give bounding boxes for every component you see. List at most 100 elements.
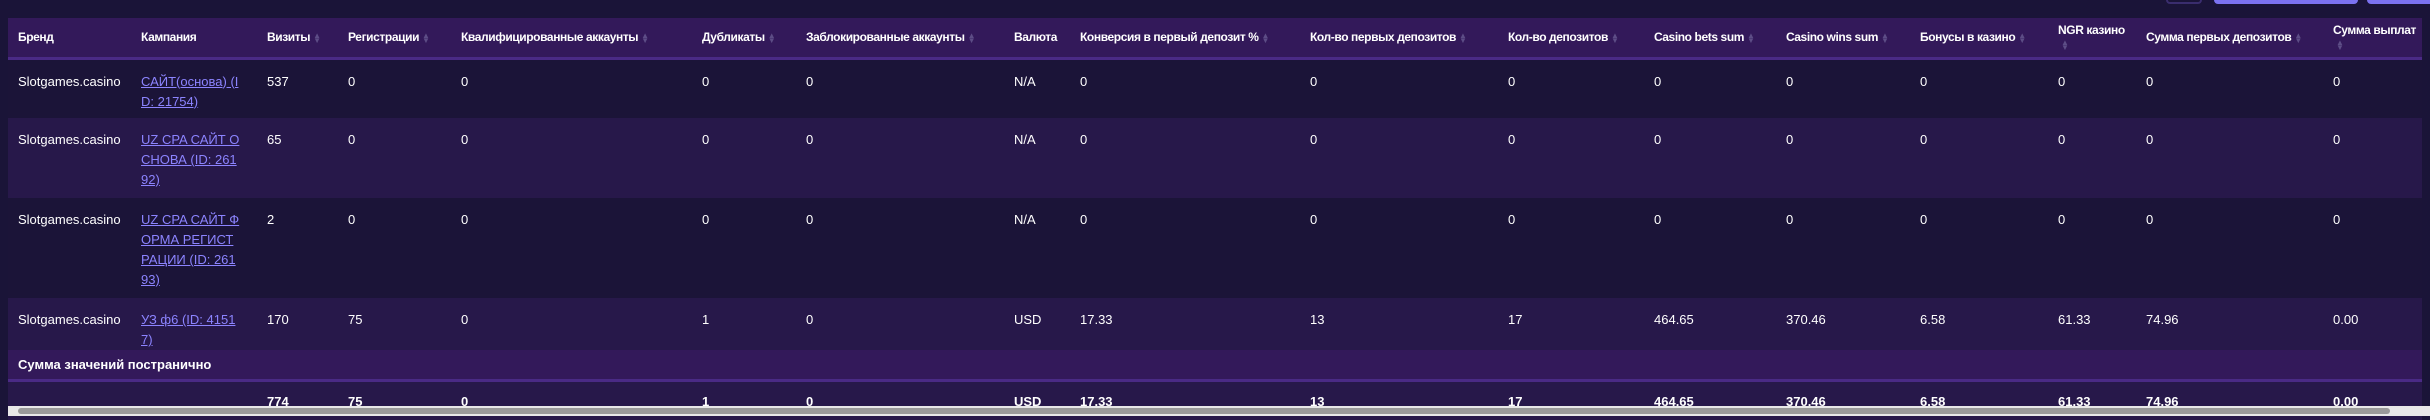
column-header[interactable]: Casino wins sum ▲ ▼: [1776, 18, 1910, 60]
column-header[interactable]: Сумма первых депозитов ▲ ▼: [2136, 18, 2323, 60]
scrollbar-thumb[interactable]: [18, 408, 2390, 414]
column-header[interactable]: Визиты ▲ ▼: [257, 18, 338, 60]
sort-icon[interactable]: ▲ ▼: [1881, 31, 1889, 46]
table-cell: USD: [1004, 298, 1070, 350]
table-cell: 17.33: [1070, 298, 1300, 350]
horizontal-scrollbar[interactable]: [8, 406, 2430, 416]
column-header[interactable]: Конверсия в первый депозит % ▲ ▼: [1070, 18, 1300, 60]
table-cell: 65: [257, 118, 338, 198]
sort-icon[interactable]: ▲ ▼: [422, 31, 430, 46]
campaign-link[interactable]: UZ CPA САЙТ ОСНОВА (ID: 26192): [141, 132, 240, 187]
table-cell: САЙТ(основа) (ID: 21754): [131, 58, 257, 118]
table-cell: 0: [451, 118, 692, 198]
table-cell: 370.46: [1776, 298, 1910, 350]
sort-icon[interactable]: ▲ ▼: [1610, 31, 1619, 46]
summary-label-row: Сумма значений постранично: [8, 350, 2422, 382]
toolbar-button[interactable]: [2166, 0, 2202, 4]
table-cell: 0: [1644, 198, 1776, 298]
table-cell: 0: [338, 118, 451, 198]
column-label: Кампания: [141, 30, 197, 45]
table-cell: N/A: [1004, 198, 1070, 298]
table-cell: 61.33: [2048, 298, 2136, 350]
table-cell: 0: [1910, 118, 2048, 198]
campaign-link[interactable]: UZ CPA САЙТ ФОРМА РЕГИСТРАЦИИ (ID: 26193…: [141, 212, 240, 287]
column-label: Дубликаты: [702, 30, 765, 45]
table-cell: Slotgames.casino: [8, 298, 131, 350]
column-header[interactable]: Бонусы в казино ▲ ▼: [1910, 18, 2048, 60]
table-cell: Slotgames.casino: [8, 198, 131, 298]
table-cell: 0: [796, 118, 1004, 198]
column-label: Квалифицированные аккаунты: [461, 30, 639, 45]
sort-icon[interactable]: ▲ ▼: [1747, 31, 1755, 46]
table-cell: N/A: [1004, 58, 1070, 118]
column-header: Валюта: [1004, 18, 1070, 60]
table-cell: UZ CPA САЙТ ОСНОВА (ID: 26192): [131, 118, 257, 198]
campaign-link[interactable]: САЙТ(основа) (ID: 21754): [141, 73, 239, 109]
table-cell: 0: [1070, 198, 1300, 298]
table-cell: 0: [1776, 198, 1910, 298]
sort-icon[interactable]: ▲ ▼: [2336, 38, 2344, 53]
toolbar: [0, 0, 2430, 4]
column-label: Кол-во депозитов: [1508, 30, 1608, 45]
column-header[interactable]: Сумма выплат▲ ▼: [2323, 18, 2422, 60]
table-row: Slotgames.casino UZ CPA САЙТ ОСНОВА (ID: …: [8, 118, 2422, 198]
campaign-link[interactable]: УЗ ф6 (ID: 41517): [141, 312, 236, 347]
report-table: Бренд Кампания Визиты ▲ ▼ Регистрации ▲ ▼ Квалиф…: [8, 18, 2422, 420]
column-label: Сумма выплат: [2333, 23, 2417, 38]
sort-icon[interactable]: ▲ ▼: [1459, 31, 1467, 46]
table-cell: 0: [451, 298, 692, 350]
column-header: Кампания: [131, 18, 257, 60]
table-cell: 75: [338, 298, 451, 350]
column-label: Кол-во первых депозитов: [1310, 30, 1457, 45]
table-cell: 6.58: [1910, 298, 2048, 350]
toolbar-primary-button[interactable]: [2214, 0, 2358, 4]
table-cell: Slotgames.casino: [8, 118, 131, 198]
column-header: Бренд: [8, 18, 131, 60]
table-cell: 0: [1910, 198, 2048, 298]
table-cell: 74.96: [2136, 298, 2323, 350]
table-cell: UZ CPA САЙТ ФОРМА РЕГИСТРАЦИИ (ID: 26193…: [131, 198, 257, 298]
sort-icon[interactable]: ▲ ▼: [2294, 31, 2303, 46]
table-row: Slotgames.casino САЙТ(основа) (ID: 21754)…: [8, 58, 2422, 118]
table-cell: 0: [1910, 58, 2048, 118]
toolbar-secondary-button[interactable]: [2367, 0, 2430, 4]
column-label: Casino bets sum: [1654, 30, 1745, 45]
table-cell: 0: [1644, 118, 1776, 198]
table-cell: 0: [2323, 58, 2422, 118]
table-cell: 0: [1776, 118, 1910, 198]
table-cell: 1: [692, 298, 796, 350]
table-cell: 0: [2323, 198, 2422, 298]
sort-icon[interactable]: ▲ ▼: [641, 31, 650, 46]
sort-icon[interactable]: ▲ ▼: [313, 31, 322, 46]
table-cell: 0.00: [2323, 298, 2422, 350]
table-cell: 537: [257, 58, 338, 118]
sort-icon[interactable]: ▲ ▼: [967, 31, 976, 46]
column-header[interactable]: Квалифицированные аккаунты ▲ ▼: [451, 18, 692, 60]
table-cell: 17: [1498, 298, 1644, 350]
table-cell: 0: [2136, 198, 2323, 298]
column-header[interactable]: Заблокированные аккаунты ▲ ▼: [796, 18, 1004, 60]
column-header[interactable]: Кол-во первых депозитов ▲ ▼: [1300, 18, 1498, 60]
table-cell: N/A: [1004, 118, 1070, 198]
column-header[interactable]: NGR казино▲ ▼: [2048, 18, 2136, 60]
column-header[interactable]: Casino bets sum ▲ ▼: [1644, 18, 1776, 60]
table-cell: 13: [1300, 298, 1498, 350]
sort-icon[interactable]: ▲ ▼: [1261, 31, 1270, 46]
table-cell: 0: [2323, 118, 2422, 198]
sort-icon[interactable]: ▲ ▼: [2018, 31, 2027, 46]
table-cell: 0: [1776, 58, 1910, 118]
column-header[interactable]: Дубликаты ▲ ▼: [692, 18, 796, 60]
table-cell: 0: [2048, 118, 2136, 198]
column-header[interactable]: Регистрации ▲ ▼: [338, 18, 451, 60]
table-cell: 0: [451, 58, 692, 118]
column-label: Casino wins sum: [1786, 30, 1879, 45]
table-cell: 0: [692, 198, 796, 298]
sort-icon[interactable]: ▲ ▼: [767, 31, 776, 46]
column-label: Бонусы в казино: [1920, 30, 2016, 45]
column-header[interactable]: Кол-во депозитов ▲ ▼: [1498, 18, 1644, 60]
table-cell: 0: [1644, 58, 1776, 118]
table-row: Slotgames.casino УЗ ф6 (ID: 41517) 170 75 0 1…: [8, 298, 2422, 350]
table-cell: 0: [338, 58, 451, 118]
sort-icon[interactable]: ▲ ▼: [2061, 38, 2069, 53]
table-cell: УЗ ф6 (ID: 41517): [131, 298, 257, 350]
